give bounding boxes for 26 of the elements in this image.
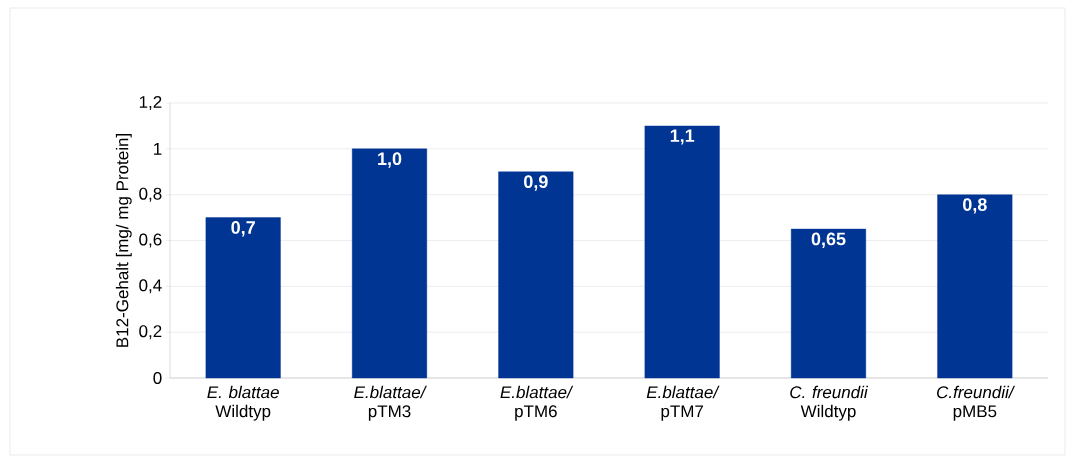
y-axis-title: B12-Gehalt [mg/ mg Protein] bbox=[115, 134, 132, 347]
x-tick-label: E.blattae/ pTM3 bbox=[354, 385, 427, 421]
y-tick-label: 1 bbox=[154, 142, 162, 155]
bar bbox=[790, 228, 867, 379]
y-tick-label: 0,2 bbox=[139, 325, 162, 340]
bar bbox=[498, 171, 574, 379]
y-tick-label: 0 bbox=[153, 371, 162, 385]
x-tick-label: E.blattae/ pTM6 bbox=[500, 385, 574, 421]
bar bbox=[205, 217, 281, 379]
data-label: 0,7 bbox=[231, 221, 255, 237]
y-tick-label: 0,8 bbox=[139, 187, 162, 202]
data-label: 0,8 bbox=[963, 198, 987, 214]
bar bbox=[351, 148, 428, 379]
y-tick-label: 0,6 bbox=[139, 233, 162, 248]
data-label: 1,0 bbox=[378, 152, 402, 168]
x-tick-label: E. blattae Wildtyp bbox=[207, 385, 279, 421]
data-label: 0,9 bbox=[524, 175, 548, 191]
data-label: 1,1 bbox=[670, 129, 695, 145]
y-tick-label: 0,4 bbox=[139, 279, 162, 294]
bar bbox=[644, 125, 720, 379]
y-tick-label: 1,2 bbox=[139, 95, 162, 111]
x-tick-label: E.blattae/ pTM7 bbox=[646, 385, 720, 421]
data-label: 0,65 bbox=[811, 232, 846, 248]
x-tick-label: C.freundii/ pMB5 bbox=[937, 385, 1016, 421]
bar bbox=[937, 194, 1013, 379]
x-tick-label: C. freundii Wildtyp bbox=[790, 385, 869, 421]
